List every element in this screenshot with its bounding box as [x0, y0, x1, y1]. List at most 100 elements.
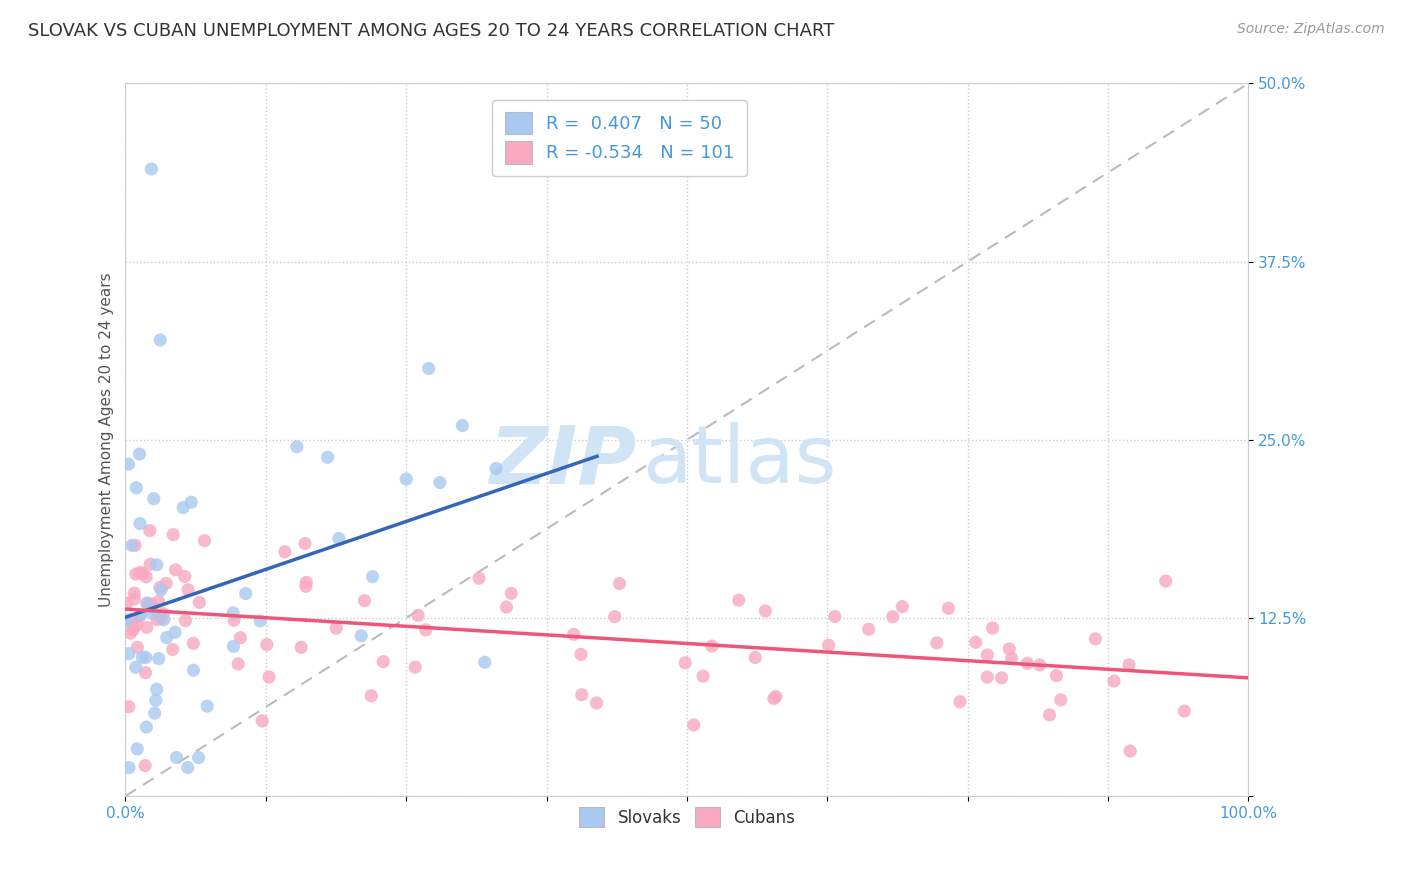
Point — [155, 576, 177, 591]
Point — [135, 665, 157, 680]
Point — [882, 609, 904, 624]
Point — [125, 617, 148, 632]
Point — [120, 612, 142, 626]
Point — [373, 655, 395, 669]
Point — [131, 650, 153, 665]
Point — [1173, 704, 1195, 718]
Point — [177, 761, 200, 775]
Point — [274, 545, 297, 559]
Point — [122, 586, 145, 600]
Point — [149, 581, 172, 595]
Point — [415, 623, 437, 637]
Point — [162, 527, 184, 541]
Point — [122, 623, 145, 637]
Point — [325, 621, 347, 635]
Point — [142, 491, 165, 506]
Point — [118, 699, 141, 714]
Point — [571, 688, 593, 702]
Point — [125, 481, 148, 495]
Point — [824, 609, 846, 624]
Point — [162, 642, 184, 657]
Point — [569, 648, 592, 662]
Point — [700, 639, 723, 653]
Point — [122, 618, 145, 632]
Point — [682, 718, 704, 732]
Point — [981, 621, 1004, 635]
Point — [938, 601, 960, 615]
Point — [135, 720, 157, 734]
Point — [172, 500, 194, 515]
Point — [148, 594, 170, 608]
Point — [406, 608, 429, 623]
Point — [115, 614, 138, 628]
Point — [1017, 657, 1039, 671]
Point — [136, 596, 159, 610]
Point — [129, 607, 152, 622]
Point — [1045, 668, 1067, 682]
Point — [257, 670, 280, 684]
Point — [1118, 657, 1140, 672]
Point — [125, 660, 148, 674]
Point — [134, 758, 156, 772]
Point — [139, 558, 162, 572]
Point — [183, 663, 205, 677]
Point — [222, 613, 245, 627]
Point — [183, 636, 205, 650]
Point — [316, 450, 339, 465]
Point — [149, 333, 172, 347]
Point — [129, 608, 152, 623]
Point — [148, 651, 170, 665]
Point — [129, 516, 152, 531]
Point — [603, 609, 626, 624]
Point — [744, 650, 766, 665]
Point — [139, 524, 162, 538]
Y-axis label: Unemployment Among Ages 20 to 24 years: Unemployment Among Ages 20 to 24 years — [100, 272, 114, 607]
Point — [294, 536, 316, 550]
Point — [150, 582, 173, 597]
Point — [451, 418, 474, 433]
Point — [235, 586, 257, 600]
Point — [562, 627, 585, 641]
Point — [124, 538, 146, 552]
Point — [501, 586, 523, 600]
Point — [290, 640, 312, 655]
Text: atlas: atlas — [643, 422, 837, 500]
Point — [129, 566, 152, 580]
Point — [474, 655, 496, 669]
Point — [468, 571, 491, 585]
Point — [429, 475, 451, 490]
Point — [156, 631, 179, 645]
Point — [353, 593, 375, 607]
Point — [361, 569, 384, 583]
Point — [609, 576, 631, 591]
Point — [495, 600, 517, 615]
Point — [727, 593, 749, 607]
Point — [249, 614, 271, 628]
Point — [404, 660, 426, 674]
Point — [692, 669, 714, 683]
Point — [120, 626, 142, 640]
Point — [350, 629, 373, 643]
Point — [395, 472, 418, 486]
Point — [285, 440, 308, 454]
Point — [118, 647, 141, 661]
Point — [135, 570, 157, 584]
Point — [165, 625, 187, 640]
Point — [295, 579, 318, 593]
Point — [990, 671, 1012, 685]
Point — [124, 592, 146, 607]
Point — [1049, 693, 1071, 707]
Point — [121, 538, 143, 552]
Point — [229, 631, 252, 645]
Point — [180, 495, 202, 509]
Point — [1102, 674, 1125, 689]
Point — [754, 604, 776, 618]
Point — [925, 636, 948, 650]
Point — [145, 613, 167, 627]
Point — [177, 582, 200, 597]
Point — [976, 648, 998, 662]
Point — [1154, 574, 1177, 588]
Point — [222, 640, 245, 654]
Point — [976, 670, 998, 684]
Point — [226, 657, 249, 671]
